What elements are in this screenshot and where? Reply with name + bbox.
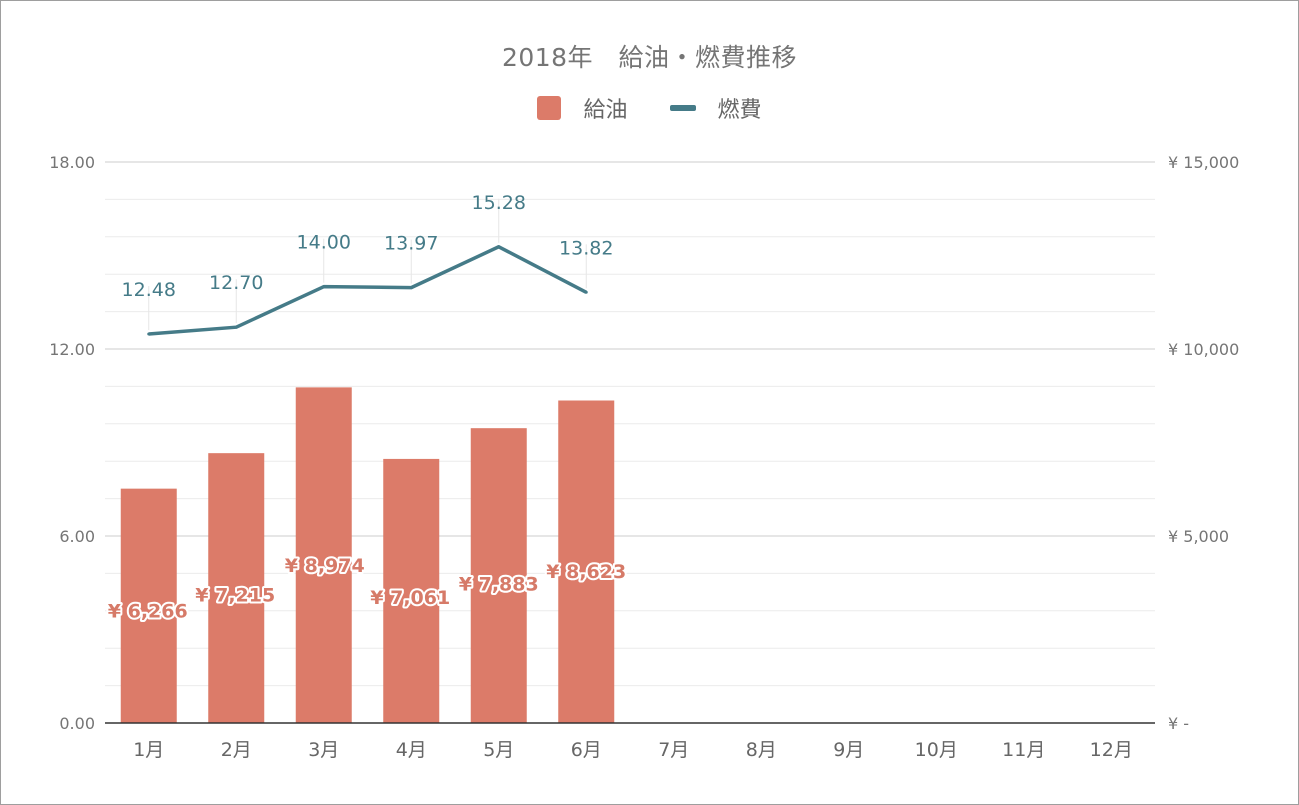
left-axis-tick-label: 18.00	[49, 153, 95, 172]
chart-title: 2018年 給油・燃費推移	[501, 43, 798, 72]
line-point-efficiency	[584, 290, 588, 294]
x-axis-tick-label: 2月	[221, 739, 252, 761]
line-data-label: 15.28	[472, 192, 526, 214]
legend-item-efficiency: 燃費	[669, 92, 762, 124]
bar-data-label: ¥ 8,974	[285, 555, 365, 577]
bar-data-label: ¥ 7,883	[459, 573, 539, 595]
left-axis-tick-label: 0.00	[59, 714, 95, 733]
bar-data-label: ¥ 6,266	[108, 601, 188, 623]
line-point-efficiency	[147, 332, 151, 336]
line-data-label: 13.97	[384, 233, 438, 255]
left-axis-tick-label: 12.00	[49, 340, 95, 359]
legend-swatch-efficiency	[669, 105, 696, 111]
right-axis-tick-label: ¥ 10,000	[1168, 340, 1239, 359]
line-data-label: 14.00	[297, 232, 351, 254]
right-axis-tick-label: ¥ -	[1168, 714, 1189, 733]
legend-item-fuel: 給油	[537, 92, 628, 124]
legend-label-fuel: 給油	[583, 98, 628, 123]
x-axis-tick-label: 7月	[658, 739, 689, 761]
line-data-label: 12.70	[209, 272, 263, 294]
left-axis-tick-label: 6.00	[59, 527, 95, 546]
grid-lines	[105, 161, 1155, 687]
right-axis-tick-label: ¥ 5,000	[1168, 527, 1229, 546]
bar-data-label: ¥ 8,623	[546, 561, 626, 583]
x-axis-tick-label: 1月	[133, 739, 164, 761]
bar-fuel	[383, 458, 440, 723]
x-axis-tick-label: 4月	[396, 739, 427, 761]
bar-series-fuel	[120, 387, 615, 723]
line-series-efficiency	[148, 245, 588, 336]
bar-fuel	[295, 387, 352, 723]
x-axis-tick-label: 3月	[308, 739, 339, 761]
chart-legend: 給油 燃費	[0, 92, 1299, 124]
x-axis-tick-label: 12月	[1090, 739, 1133, 761]
line-point-efficiency	[409, 286, 413, 290]
bar-data-label: ¥ 7,215	[195, 585, 275, 607]
bar-fuel	[120, 488, 177, 723]
line-data-label: 12.48	[122, 279, 176, 301]
x-axis-tick-label: 11月	[1002, 739, 1045, 761]
x-axis-tick-label: 5月	[483, 739, 514, 761]
x-axis-tick-label: 10月	[915, 739, 958, 761]
line-point-efficiency	[497, 245, 501, 249]
right-axis-tick-label: ¥ 15,000	[1168, 153, 1239, 172]
bar-fuel	[470, 428, 527, 723]
x-axis-tick-label: 9月	[833, 739, 864, 761]
legend-swatch-fuel	[537, 96, 562, 120]
line-point-efficiency	[234, 325, 238, 329]
x-axis-tick-label: 8月	[746, 739, 777, 761]
bar-fuel	[558, 400, 615, 723]
line-point-efficiency	[322, 285, 326, 289]
x-axis-tick-label: 6月	[571, 739, 602, 761]
bar-fuel	[208, 453, 265, 723]
line-data-label: 13.82	[559, 237, 613, 259]
legend-label-efficiency: 燃費	[717, 98, 762, 123]
bar-data-label: ¥ 7,061	[370, 587, 450, 609]
